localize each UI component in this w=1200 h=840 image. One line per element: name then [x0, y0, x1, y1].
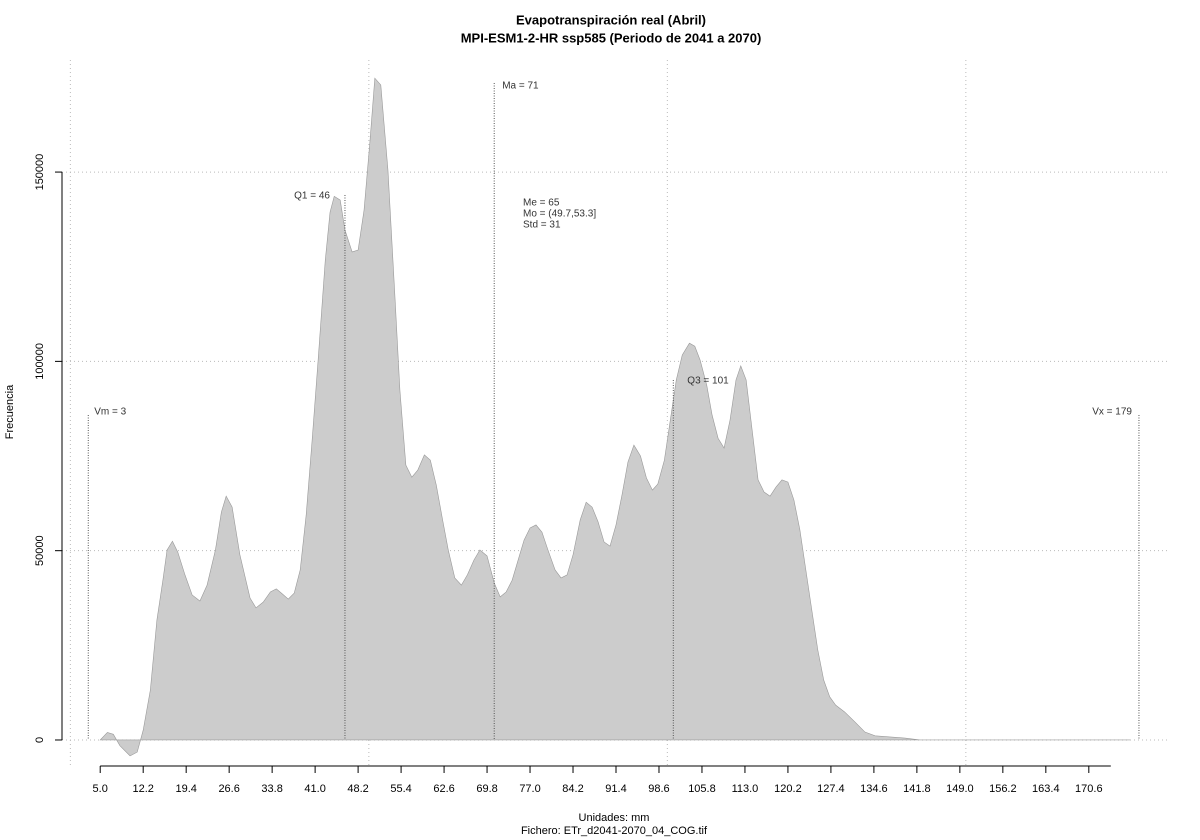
x-tick-label: 170.6 [1075, 783, 1103, 795]
x-tick-label: 26.6 [218, 783, 239, 795]
chart-subtitle: MPI-ESM1-2-HR ssp585 (Periodo de 2041 a … [461, 30, 762, 45]
x-tick-label: 19.4 [175, 783, 196, 795]
x-tick-label: 69.8 [476, 783, 497, 795]
x-tick-label: 141.8 [903, 783, 931, 795]
x-tick-label: 5.0 [93, 783, 108, 795]
x-tick-label: 91.4 [605, 783, 626, 795]
x-tick-label: 156.2 [989, 783, 1017, 795]
marker-label: Q3 = 101 [687, 376, 729, 387]
y-tick-label: 100000 [34, 343, 46, 380]
x-tick-label: 48.2 [347, 783, 368, 795]
x-tick-label: 62.6 [433, 783, 454, 795]
x-tick-label: 127.4 [817, 783, 845, 795]
stat-label: Std = 31 [523, 220, 561, 231]
x-tick-label: 84.2 [562, 783, 583, 795]
x-tick-label: 33.8 [261, 783, 282, 795]
marker-label: Q1 = 46 [294, 191, 330, 202]
marker-label: Vx = 179 [1092, 407, 1132, 418]
x-tick-label: 12.2 [132, 783, 153, 795]
x-tick-label: 98.6 [648, 783, 669, 795]
y-tick-label: 150000 [34, 154, 46, 191]
stat-label: Me = 65 [523, 198, 560, 209]
marker-label: Ma = 71 [502, 81, 539, 92]
y-tick-label: 50000 [34, 535, 46, 566]
x-axis-label: Unidades: mm [579, 812, 650, 824]
y-tick-label: 0 [34, 737, 46, 743]
y-axis-label: Frecuencia [4, 384, 16, 439]
caption: Fichero: ETr_d2041-2070_04_COG.tif [521, 825, 708, 837]
x-tick-label: 134.6 [860, 783, 888, 795]
x-tick-label: 105.8 [688, 783, 716, 795]
x-tick-label: 149.0 [946, 783, 974, 795]
x-tick-label: 41.0 [304, 783, 325, 795]
marker-label: Vm = 3 [94, 407, 126, 418]
x-tick-label: 163.4 [1032, 783, 1060, 795]
x-tick-label: 120.2 [774, 783, 802, 795]
chart-title: Evapotranspiración real (Abril) [516, 12, 706, 27]
area [99, 77, 1130, 757]
x-tick-label: 113.0 [732, 783, 759, 795]
stat-label: Mo = (49.7,53.3] [523, 209, 596, 220]
x-tick-label: 55.4 [390, 783, 411, 795]
x-tick-label: 77.0 [519, 783, 540, 795]
